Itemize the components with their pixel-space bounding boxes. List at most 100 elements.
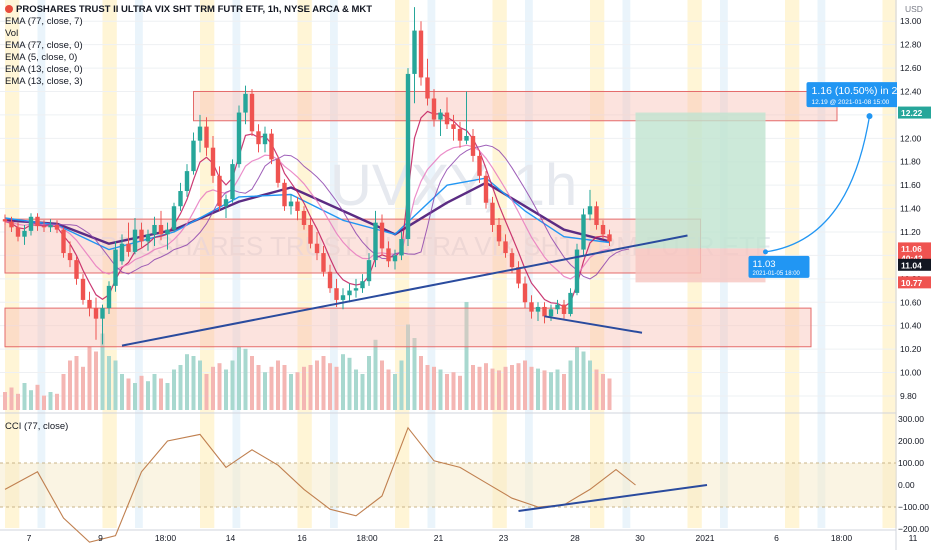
volume-bar xyxy=(230,360,235,410)
volume-bar xyxy=(471,365,475,410)
candle-body xyxy=(236,112,242,165)
volume-bar xyxy=(191,356,196,410)
price-tick-label: 11.40 xyxy=(900,204,921,214)
volume-bar xyxy=(295,372,300,410)
volume-bar xyxy=(484,363,488,410)
study-ema-77-7[interactable]: EMA (77, close, 7) xyxy=(5,16,83,27)
volume-bar xyxy=(165,383,170,410)
study-ema-77-0[interactable]: EMA (77, close, 0) xyxy=(5,40,83,51)
ema-line xyxy=(4,177,610,251)
volume-bar xyxy=(321,356,326,410)
volume-bar xyxy=(451,372,456,410)
volume-bar xyxy=(419,356,423,410)
candle-body xyxy=(418,30,424,78)
candle-body xyxy=(301,210,307,225)
candle-body xyxy=(568,292,573,314)
volume-bar xyxy=(562,374,566,410)
volume-bar xyxy=(575,347,579,410)
volume-bar xyxy=(42,395,46,410)
volume-bar xyxy=(510,365,514,410)
candle-body xyxy=(22,230,27,237)
candle-body xyxy=(165,229,170,235)
volume-bar xyxy=(497,370,501,410)
long-position-tool[interactable] xyxy=(635,112,766,283)
price-tick-label: 10.60 xyxy=(900,297,922,307)
ema-fast-line xyxy=(4,110,610,308)
session-band xyxy=(525,0,533,528)
ema-lines xyxy=(4,110,630,308)
projection-label-box xyxy=(806,82,917,108)
price-tick-label: 12.00 xyxy=(900,133,922,143)
cci-tick-label: −200.00 xyxy=(898,524,929,534)
study-ema-13-0[interactable]: EMA (13, close, 0) xyxy=(5,64,83,75)
candle-body xyxy=(464,135,469,141)
ema-fast-line xyxy=(4,144,610,280)
trendlines[interactable] xyxy=(121,234,688,347)
volume-bar xyxy=(100,333,105,410)
symbol-title[interactable]: PROSHARES TRUST II ULTRA VIX SHT TRM FUT… xyxy=(5,4,372,16)
watermark-ticker: UVXY, 1h xyxy=(330,153,577,218)
volume-bar xyxy=(48,392,53,410)
candle-body xyxy=(438,112,443,120)
price-projection[interactable]: 1.16 (10.50%) in 2d 21h 12.19 @ 2021-01-0… xyxy=(748,82,924,278)
volume-bar xyxy=(341,354,345,410)
time-tick-label: 18:00 xyxy=(831,533,853,543)
volume-bar xyxy=(159,378,163,410)
ema-fast-line xyxy=(24,144,630,280)
time-axis[interactable]: 7 9 18:00 14 16 18:00 21 23 28 30 2021 6 18:00 11 xyxy=(27,533,918,543)
cci-legend[interactable]: CCI (77, close) xyxy=(5,421,69,432)
volume-bar xyxy=(516,363,521,410)
volume-bar xyxy=(568,360,573,410)
study-ema-13-3[interactable]: EMA (13, close, 3) xyxy=(5,76,83,87)
study-volume[interactable]: Vol xyxy=(5,28,19,39)
volume-bar xyxy=(438,369,443,410)
price-tick-label: 11.20 xyxy=(900,227,921,237)
volume-bar xyxy=(55,393,59,410)
candle-body xyxy=(28,216,34,231)
volume-bar xyxy=(81,366,85,410)
volume-bar xyxy=(523,360,527,410)
candle-body xyxy=(35,216,40,227)
volume-bar xyxy=(61,374,66,410)
volume-bar xyxy=(3,392,7,410)
time-tick-label: 18:00 xyxy=(155,533,177,543)
position-loss-zone xyxy=(635,248,766,283)
price-tick-label: 12.80 xyxy=(900,40,922,50)
volume-bar xyxy=(204,374,209,410)
symbol-logo-icon xyxy=(5,5,13,13)
time-tick-label: 7 xyxy=(27,533,32,543)
price-axis[interactable]: USD9.8010.0010.2010.4010.6010.8011.0011.… xyxy=(897,0,932,550)
candle-body xyxy=(451,124,456,129)
cci-tick-label: 300.00 xyxy=(898,414,924,424)
candle-body xyxy=(594,206,599,225)
candle-body xyxy=(574,249,580,293)
volume-bar xyxy=(555,369,560,410)
time-tick-label: 16 xyxy=(297,533,307,543)
volume-bar xyxy=(289,374,293,410)
candle-body xyxy=(444,112,450,125)
volume-bar xyxy=(380,360,384,410)
candle-body xyxy=(139,229,144,242)
candle-body xyxy=(600,224,606,235)
volume-bar xyxy=(347,357,352,410)
candle-body xyxy=(119,243,125,262)
volume-bar xyxy=(211,366,215,410)
candle-body xyxy=(126,243,131,252)
session-band xyxy=(37,0,46,528)
candle-body xyxy=(275,159,281,183)
time-tick-label: 14 xyxy=(226,533,236,543)
volume-bar xyxy=(601,374,605,410)
price-tick-label: 10.20 xyxy=(900,344,922,354)
study-ema-5-0[interactable]: EMA (5, close, 0) xyxy=(5,52,78,63)
candle-body xyxy=(269,133,274,160)
volume-bar xyxy=(302,366,306,410)
candle-body xyxy=(295,201,300,211)
zone-rect xyxy=(4,307,812,348)
candle-body xyxy=(366,260,372,282)
candle-body xyxy=(555,304,560,310)
volume-bar xyxy=(172,369,176,410)
volume-bar xyxy=(94,351,98,410)
volume-bar xyxy=(328,363,332,410)
volume-bar xyxy=(490,368,495,410)
